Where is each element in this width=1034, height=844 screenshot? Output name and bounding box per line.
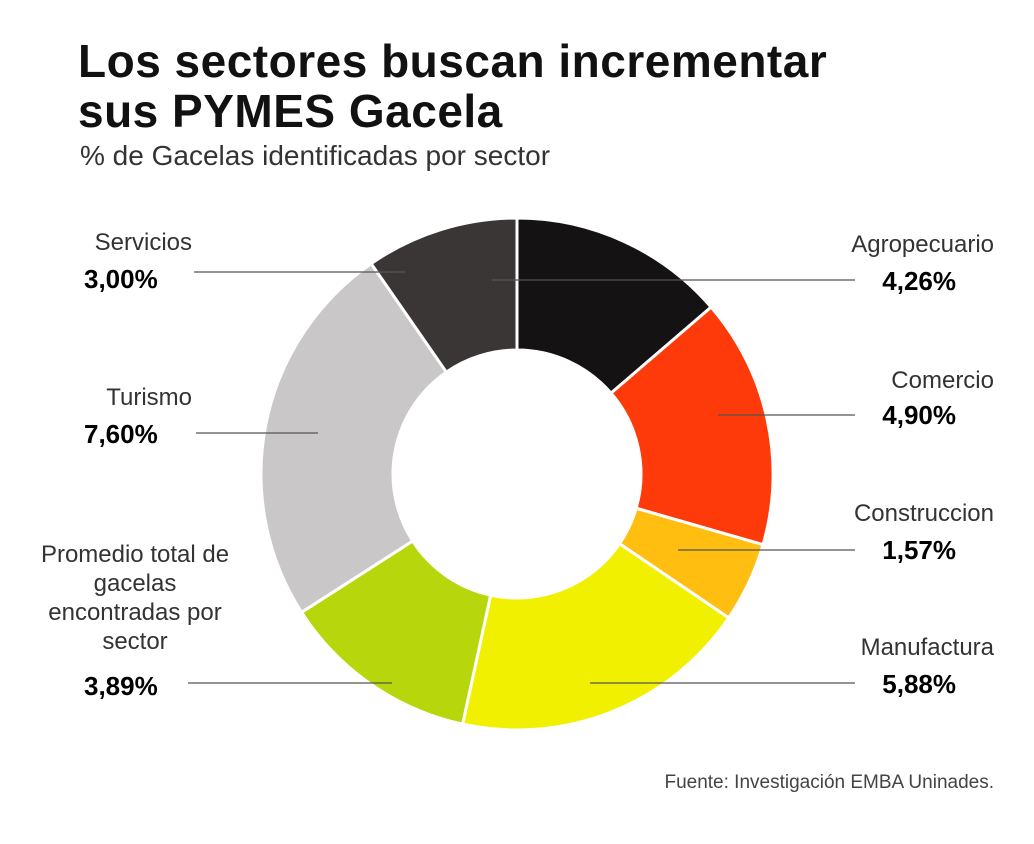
donut-slice bbox=[515, 216, 714, 396]
value-label: 3,89% bbox=[84, 671, 158, 701]
value-label: 4,26% bbox=[882, 266, 956, 296]
donut-slice bbox=[299, 538, 493, 726]
value-label: 1,57% bbox=[882, 535, 956, 565]
donut-slice bbox=[259, 261, 449, 615]
category-label: Agropecuario bbox=[851, 231, 994, 258]
value-label: 5,88% bbox=[882, 669, 956, 699]
category-label: Construccion bbox=[853, 500, 994, 527]
category-label: Turismo bbox=[106, 384, 192, 411]
source-note: Fuente: Investigación EMBA Uninades. bbox=[664, 772, 994, 793]
category-label: Promedio total de gacelas encontradas po… bbox=[40, 541, 230, 655]
donut-slice bbox=[369, 216, 519, 375]
category-label: Comercio bbox=[891, 367, 994, 394]
value-label: 3,00% bbox=[84, 264, 158, 294]
category-label: Servicios bbox=[94, 229, 192, 256]
value-label: 4,90% bbox=[882, 400, 956, 430]
chart-title: Los sectores buscan incrementar sus PYME… bbox=[78, 35, 828, 137]
chart-subtitle: % de Gacelas identificadas por sector bbox=[80, 140, 551, 171]
category-label: Manufactura bbox=[860, 634, 994, 661]
value-label: 7,60% bbox=[84, 419, 158, 449]
donut-slice bbox=[608, 304, 775, 547]
